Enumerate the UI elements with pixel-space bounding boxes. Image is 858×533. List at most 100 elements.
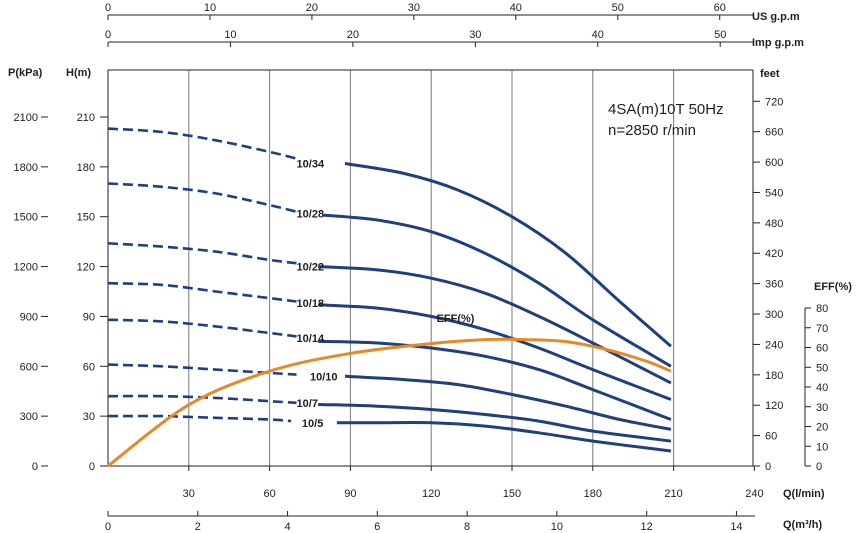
- imp-gpm-tick-label: 10: [224, 29, 236, 41]
- eff-tick-label: 30: [816, 402, 828, 414]
- feet-tick-label: 480: [765, 218, 783, 230]
- head-tick-label: 0: [89, 461, 95, 473]
- us-gpm-tick-label: 40: [510, 2, 522, 14]
- pressure-tick-label: 1200: [14, 262, 38, 274]
- pressure-tick-label: 1800: [14, 162, 38, 174]
- feet-tick-label: 720: [765, 96, 783, 108]
- head-tick-label: 120: [77, 262, 95, 274]
- head-tick-label: 210: [77, 112, 95, 124]
- imp-gpm-tick-label: 30: [469, 29, 481, 41]
- q-lmin-tick-label: 150: [503, 488, 521, 500]
- pressure-tick-label: 900: [20, 311, 38, 323]
- head-unit: H(m): [66, 67, 91, 79]
- curve-10-28-solid: [323, 213, 672, 368]
- eff-tick-label: 0: [816, 461, 822, 473]
- curve-10-7-solid: [318, 403, 672, 443]
- annotation-model: 4SA(m)10T 50Hz: [608, 101, 724, 118]
- feet-tick-label: 660: [765, 127, 783, 139]
- curve-10-14-dashed: [107, 318, 297, 338]
- pressure-tick-label: 300: [20, 411, 38, 423]
- curve-10-28-dashed: [107, 182, 297, 213]
- feet-unit: feet: [760, 68, 780, 80]
- grid: [188, 70, 675, 466]
- us-gpm-tick-label: 0: [105, 2, 111, 14]
- us-gpm-tick-label: 60: [714, 2, 726, 14]
- curve-10-5-dashed: [107, 414, 292, 423]
- feet-tick-label: 360: [765, 279, 783, 291]
- head-tick-label: 90: [83, 311, 95, 323]
- imp-gpm-unit: Imp g.p.m: [752, 37, 804, 49]
- axes: [107, 14, 806, 517]
- us-gpm-tick-label: 10: [204, 2, 216, 14]
- pressure-tick-label: 2100: [14, 112, 38, 124]
- head-tick-label: 150: [77, 212, 95, 224]
- imp-gpm-tick-label: 20: [347, 29, 359, 41]
- q-lmin-tick-label: 90: [344, 488, 356, 500]
- curve-10-5-solid: [336, 421, 672, 453]
- head-tick-label: 60: [83, 361, 95, 373]
- efficiency-label: EFF(%): [437, 313, 475, 325]
- eff-tick-label: 60: [816, 343, 828, 355]
- eff-tick-label: 70: [816, 323, 828, 335]
- feet-tick-label: 420: [765, 248, 783, 260]
- feet-tick-label: 540: [765, 187, 783, 199]
- curve-10-22-dashed: [107, 242, 297, 265]
- us-gpm-tick-label: 20: [306, 2, 318, 14]
- curve-label: 10/22: [297, 262, 325, 274]
- q-m3h-tick-label: 8: [464, 521, 470, 533]
- tick-marks: [41, 15, 811, 516]
- curve-10-14-solid: [318, 339, 672, 421]
- feet-tick-label: 0: [765, 461, 771, 473]
- head-tick-label: 180: [77, 162, 95, 174]
- curve-10-34-solid: [344, 162, 672, 348]
- feet-tick-label: 60: [765, 431, 777, 443]
- q-m3h-tick-label: 12: [641, 521, 653, 533]
- head-tick-label: 30: [83, 411, 95, 423]
- imp-gpm-tick-label: 50: [714, 29, 726, 41]
- q-m3h-tick-label: 2: [195, 521, 201, 533]
- curve-label: 10/18: [297, 298, 325, 310]
- efficiency-curve: [107, 337, 672, 468]
- curve-10-7-dashed: [107, 394, 297, 405]
- eff-tick-label: 50: [816, 362, 828, 374]
- us-gpm-tick-label: 30: [408, 2, 420, 14]
- curve-10-10-dashed: [107, 363, 297, 376]
- pressure-tick-label: 600: [20, 361, 38, 373]
- q-lmin-unit: Q(l/min): [783, 488, 825, 500]
- annotation-speed: n=2850 r/min: [608, 122, 696, 139]
- q-m3h-unit: Q(m³/h): [783, 519, 822, 531]
- eff-tick-label: 40: [816, 382, 828, 394]
- head-curves: [107, 127, 672, 453]
- q-lmin-tick-label: 210: [664, 488, 682, 500]
- us-gpm-unit: US g.p.m: [752, 11, 800, 23]
- imp-gpm-tick-label: 0: [105, 29, 111, 41]
- efficiency-curve-group: [107, 337, 672, 468]
- feet-tick-label: 300: [765, 309, 783, 321]
- curve-label: 10/10: [310, 371, 338, 383]
- eff-tick-label: 80: [816, 303, 828, 315]
- curve-10-34-dashed: [107, 127, 297, 160]
- curve-10-22-solid: [318, 265, 672, 385]
- curve-10-18-dashed: [107, 281, 297, 303]
- eff-unit: EFF(%): [814, 281, 852, 293]
- pressure-unit: P(kPa): [8, 67, 43, 79]
- q-lmin-tick-label: 180: [584, 488, 602, 500]
- pressure-tick-label: 1500: [14, 212, 38, 224]
- curve-label: 10/14: [297, 333, 325, 345]
- curve-label: 10/7: [297, 398, 318, 410]
- q-m3h-tick-label: 14: [730, 521, 742, 533]
- eff-tick-label: 20: [816, 422, 828, 434]
- q-m3h-tick-label: 4: [284, 521, 290, 533]
- feet-tick-label: 180: [765, 370, 783, 382]
- q-lmin-tick-label: 30: [183, 488, 195, 500]
- q-lmin-tick-label: 120: [422, 488, 440, 500]
- q-m3h-tick-label: 0: [105, 521, 111, 533]
- q-lmin-tick-label: 60: [263, 488, 275, 500]
- eff-tick-label: 10: [816, 441, 828, 453]
- feet-tick-label: 600: [765, 157, 783, 169]
- curve-label: 10/28: [297, 208, 325, 220]
- feet-tick-label: 120: [765, 400, 783, 412]
- curve-label: 10/5: [302, 418, 323, 430]
